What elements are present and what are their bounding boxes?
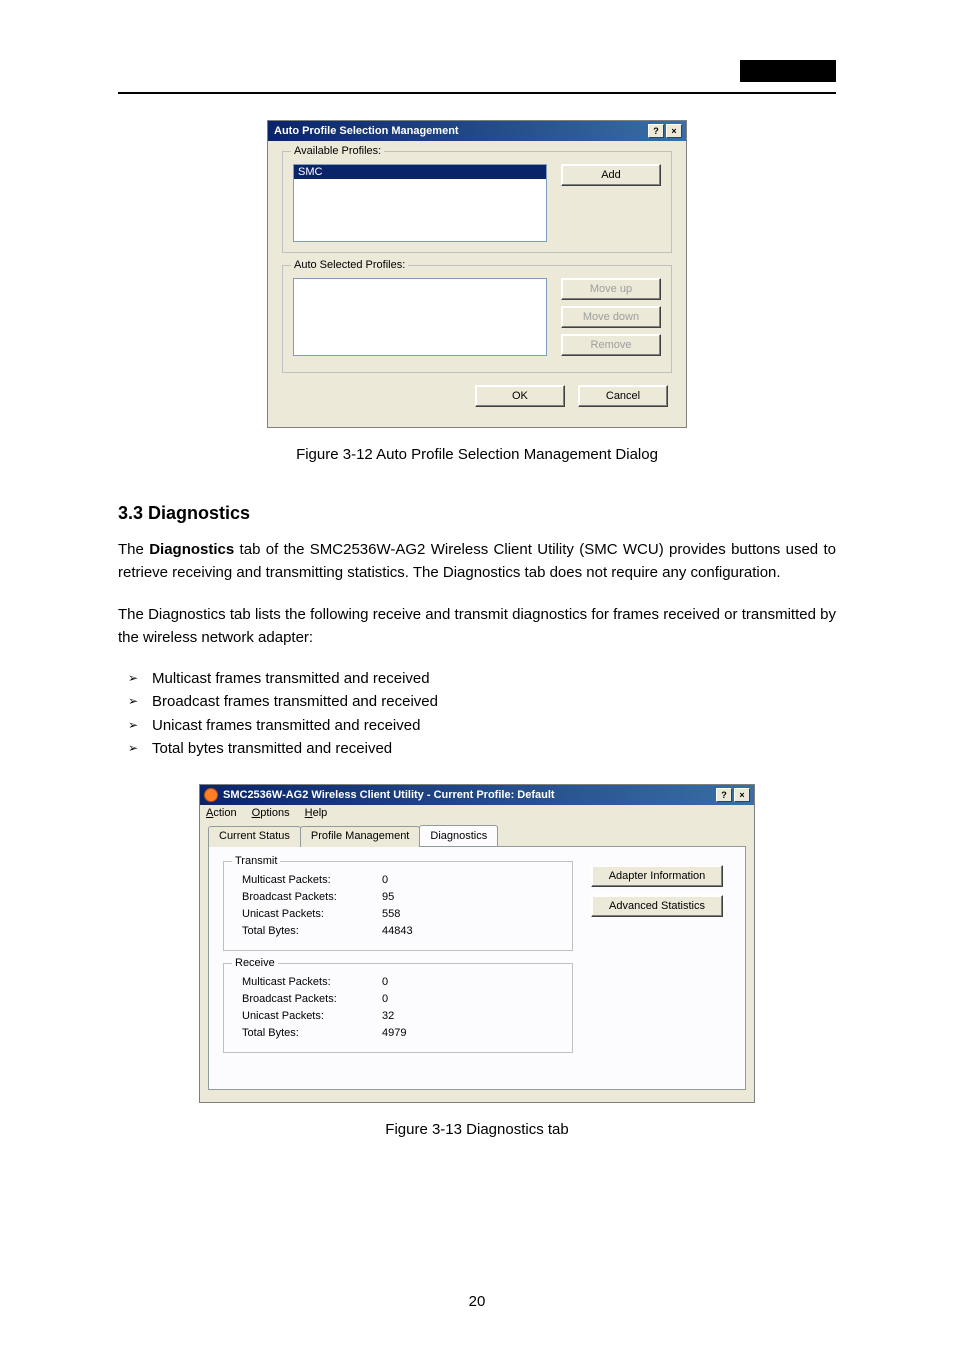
- dialog1-titlebar: Auto Profile Selection Management ? ×: [268, 121, 686, 141]
- dialog2-titlebar: SMC2536W-AG2 Wireless Client Utility - C…: [200, 785, 754, 805]
- available-profiles-label: Available Profiles:: [291, 145, 384, 157]
- tab-profile-management[interactable]: Profile Management: [300, 826, 420, 847]
- list-item: Unicast frames transmitted and received: [128, 714, 836, 737]
- transmit-label: Transmit: [232, 855, 280, 867]
- auto-selected-profiles-list[interactable]: [293, 278, 547, 356]
- tx-unicast-label: Unicast Packets:: [242, 906, 382, 923]
- figure-3-12-caption: Figure 3-12 Auto Profile Selection Manag…: [118, 446, 836, 463]
- rx-broadcast-value: 0: [382, 991, 388, 1008]
- diagnostics-dialog: SMC2536W-AG2 Wireless Client Utility - C…: [199, 784, 755, 1103]
- auto-selected-profiles-group: Auto Selected Profiles: Move up Move dow…: [282, 265, 672, 373]
- move-down-button: Move down: [561, 306, 661, 328]
- menu-action[interactable]: Action: [206, 807, 237, 819]
- help-icon[interactable]: ?: [716, 788, 732, 802]
- profile-item-smc[interactable]: SMC: [294, 165, 546, 179]
- figure-3-13-caption: Figure 3-13 Diagnostics tab: [118, 1121, 836, 1138]
- tab-diagnostics[interactable]: Diagnostics: [419, 825, 498, 846]
- tx-broadcast-label: Broadcast Packets:: [242, 889, 382, 906]
- remove-button: Remove: [561, 334, 661, 356]
- transmit-group: Transmit Multicast Packets:0 Broadcast P…: [223, 861, 573, 951]
- rx-multicast-label: Multicast Packets:: [242, 974, 382, 991]
- tx-multicast-value: 0: [382, 872, 388, 889]
- tx-unicast-value: 558: [382, 906, 400, 923]
- rx-total-value: 4979: [382, 1025, 406, 1042]
- available-profiles-group: Available Profiles: SMC Add: [282, 151, 672, 253]
- close-icon[interactable]: ×: [666, 124, 682, 138]
- section-heading-diagnostics: 3.3 Diagnostics: [118, 503, 836, 524]
- diagnostics-panel: Transmit Multicast Packets:0 Broadcast P…: [208, 846, 746, 1090]
- header-black-box: [740, 60, 836, 82]
- rx-unicast-label: Unicast Packets:: [242, 1008, 382, 1025]
- tx-total-value: 44843: [382, 923, 413, 940]
- ok-button[interactable]: OK: [475, 385, 565, 407]
- paragraph-1: The Diagnostics tab of the SMC2536W-AG2 …: [118, 538, 836, 585]
- receive-group: Receive Multicast Packets:0 Broadcast Pa…: [223, 963, 573, 1053]
- rx-total-label: Total Bytes:: [242, 1025, 382, 1042]
- tx-total-label: Total Bytes:: [242, 923, 382, 940]
- auto-selected-profiles-label: Auto Selected Profiles:: [291, 259, 408, 271]
- list-item: Total bytes transmitted and received: [128, 737, 836, 760]
- available-profiles-list[interactable]: SMC: [293, 164, 547, 242]
- auto-profile-dialog: Auto Profile Selection Management ? × Av…: [267, 120, 687, 428]
- list-item: Multicast frames transmitted and receive…: [128, 667, 836, 690]
- dialog1-title: Auto Profile Selection Management: [274, 125, 646, 137]
- tx-multicast-label: Multicast Packets:: [242, 872, 382, 889]
- advanced-statistics-button[interactable]: Advanced Statistics: [591, 895, 723, 917]
- help-icon[interactable]: ?: [648, 124, 664, 138]
- dialog2-title: SMC2536W-AG2 Wireless Client Utility - C…: [223, 789, 714, 801]
- cancel-button[interactable]: Cancel: [578, 385, 668, 407]
- tab-current-status[interactable]: Current Status: [208, 826, 301, 847]
- page-number: 20: [0, 1293, 954, 1310]
- paragraph-2: The Diagnostics tab lists the following …: [118, 603, 836, 650]
- tab-row: Current Status Profile Management Diagno…: [208, 825, 746, 846]
- rx-multicast-value: 0: [382, 974, 388, 991]
- app-icon: [204, 788, 218, 802]
- move-up-button: Move up: [561, 278, 661, 300]
- menu-options[interactable]: Options: [252, 807, 290, 819]
- list-item: Broadcast frames transmitted and receive…: [128, 690, 836, 713]
- menu-help[interactable]: Help: [305, 807, 328, 819]
- menubar: Action Options Help: [200, 805, 754, 821]
- add-button[interactable]: Add: [561, 164, 661, 186]
- receive-label: Receive: [232, 957, 278, 969]
- rx-unicast-value: 32: [382, 1008, 394, 1025]
- header-rule: [118, 92, 836, 94]
- bullet-list: Multicast frames transmitted and receive…: [118, 667, 836, 760]
- adapter-information-button[interactable]: Adapter Information: [591, 865, 723, 887]
- tx-broadcast-value: 95: [382, 889, 394, 906]
- rx-broadcast-label: Broadcast Packets:: [242, 991, 382, 1008]
- close-icon[interactable]: ×: [734, 788, 750, 802]
